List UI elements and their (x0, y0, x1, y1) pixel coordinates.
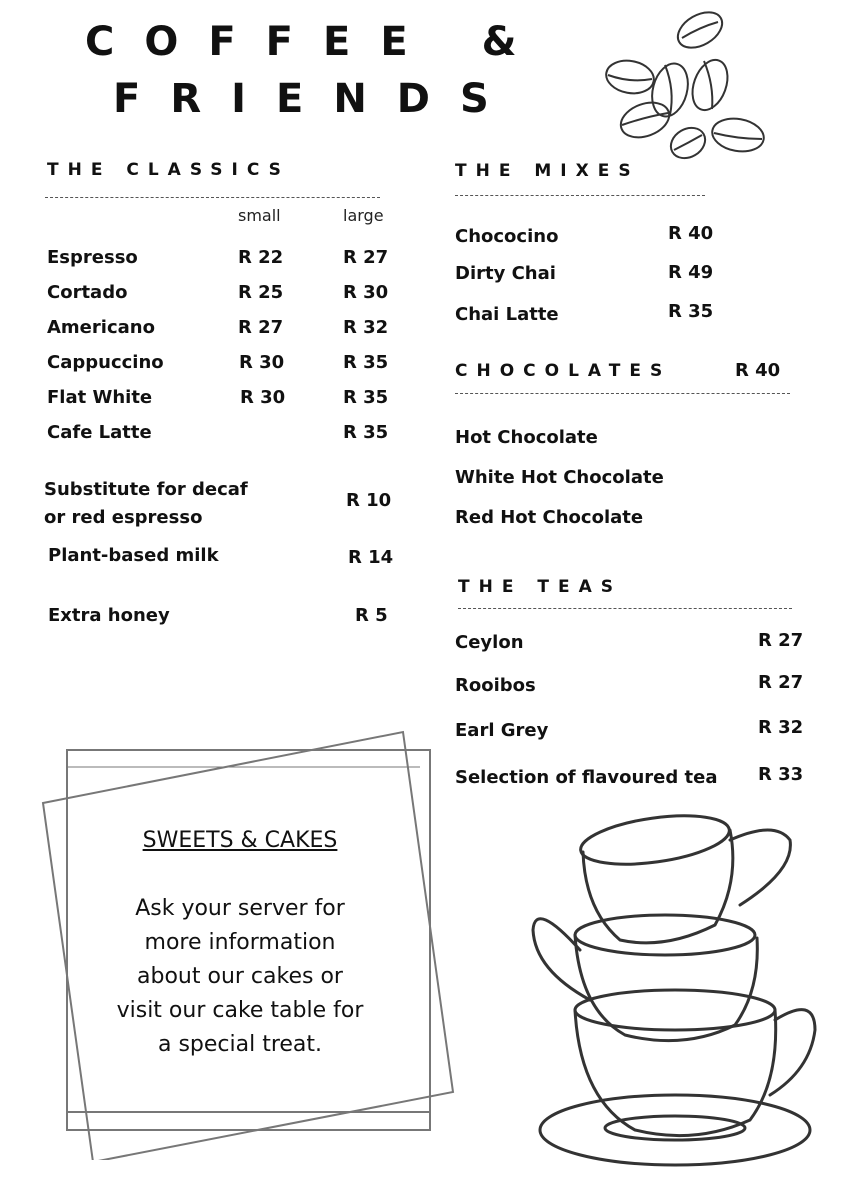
item-small-price: R 30 (239, 352, 285, 373)
item-price: R 40 (668, 223, 714, 244)
item-large-price: R 35 (343, 352, 389, 373)
sweets-heading: SWEETS & CAKES (142, 828, 338, 853)
item-name: Espresso (47, 247, 138, 268)
teas-divider (458, 608, 792, 609)
item-price: R 49 (668, 262, 714, 283)
chocolate-item: Hot Chocolate (455, 427, 598, 448)
item-price: R 33 (758, 764, 804, 785)
item-name: Ceylon (455, 632, 524, 653)
title-line-1: COFFEE & (85, 19, 547, 65)
extra-name-line2: or red espresso (44, 507, 203, 528)
item-small-price: R 27 (238, 317, 284, 338)
chocolates-heading: CHOCOLATES (455, 361, 672, 381)
title-line-2: FRIENDS (113, 76, 519, 122)
item-name: Chococino (455, 226, 559, 247)
classics-heading: THE CLASSICS (47, 160, 290, 180)
mixes-heading: THE MIXES (455, 161, 640, 181)
item-name: Dirty Chai (455, 263, 556, 284)
sweets-line: more information (144, 930, 336, 955)
item-name: Chai Latte (455, 304, 559, 325)
item-small-price: R 22 (238, 247, 284, 268)
extra-price: R 14 (348, 547, 394, 568)
item-name: Cappuccino (47, 352, 164, 373)
classics-divider (45, 197, 380, 198)
mixes-divider (455, 195, 705, 196)
chocolates-divider (455, 393, 790, 394)
sweets-frame (41, 730, 455, 1160)
extra-name-line1: Plant-based milk (48, 545, 219, 566)
stacked-cups-icon (531, 814, 817, 1167)
item-name: Selection of flavoured tea (455, 767, 718, 788)
item-large-price: R 35 (343, 387, 389, 408)
item-name: Rooibos (455, 675, 536, 696)
item-large-price: R 32 (343, 317, 389, 338)
teas-heading: THE TEAS (458, 577, 622, 597)
extra-name-line1: Extra honey (48, 605, 170, 626)
extra-name-line1: Substitute for decaf (44, 479, 248, 500)
chocolates-price: R 40 (735, 360, 781, 381)
item-small-price: R 25 (238, 282, 284, 303)
item-large-price: R 30 (343, 282, 389, 303)
coffee-beans-icon (605, 11, 765, 160)
chocolate-item: White Hot Chocolate (455, 467, 664, 488)
sweets-line: about our cakes or (137, 964, 343, 989)
item-small-price: R 30 (240, 387, 286, 408)
sweets-line: Ask your server for (135, 896, 345, 921)
sweets-line: visit our cake table for (116, 998, 364, 1023)
item-name: Cortado (47, 282, 128, 303)
extra-price: R 5 (355, 605, 388, 626)
sweets-line: a special treat. (157, 1032, 323, 1057)
item-name: Americano (47, 317, 155, 338)
sweets-description: Ask your server for more information abo… (60, 892, 420, 1062)
item-name: Cafe Latte (47, 422, 152, 443)
item-large-price: R 35 (343, 422, 389, 443)
item-large-price: R 27 (343, 247, 389, 268)
item-name: Earl Grey (455, 720, 549, 741)
chocolate-item: Red Hot Chocolate (455, 507, 644, 528)
item-price: R 32 (758, 717, 804, 738)
item-name: Flat White (47, 387, 153, 408)
col-large-label: large (343, 206, 384, 225)
col-small-label: small (238, 206, 281, 225)
item-price: R 35 (668, 301, 714, 322)
extra-price: R 10 (346, 490, 392, 511)
item-price: R 27 (758, 630, 804, 651)
item-price: R 27 (758, 672, 804, 693)
